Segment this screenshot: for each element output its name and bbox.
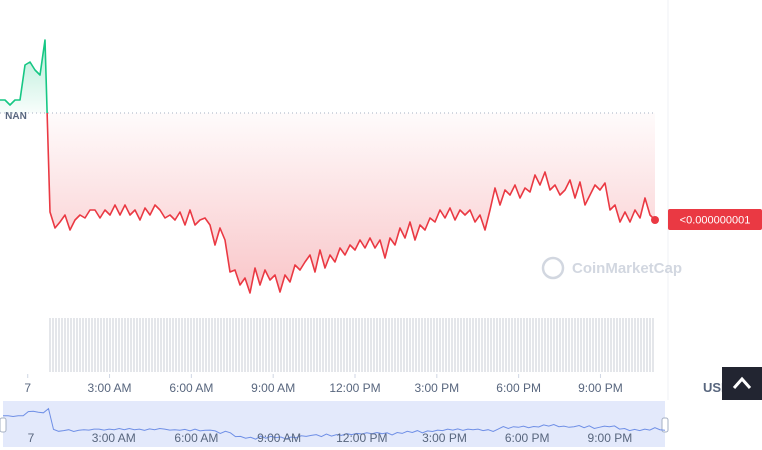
- x-tick-label: 6:00 PM: [496, 381, 541, 395]
- navigator-tick-label: 3:00 PM: [422, 431, 467, 445]
- x-tick-label: 3:00 AM: [88, 381, 132, 395]
- baseline-label: NAN: [5, 111, 27, 122]
- price-line: [0, 39, 656, 294]
- navigator-handle[interactable]: [661, 417, 669, 433]
- x-tick-label: 12:00 PM: [329, 381, 380, 395]
- watermark: CoinMarketCap: [541, 256, 682, 280]
- x-tick-label: 3:00 PM: [414, 381, 459, 395]
- navigator-tick-label: 9:00 AM: [257, 431, 301, 445]
- area-fill: [0, 40, 655, 293]
- price-badge: [668, 209, 762, 230]
- price-label: <0.000000001: [680, 215, 751, 227]
- scroll-top-icon: [732, 376, 752, 389]
- watermark-text: CoinMarketCap: [572, 260, 682, 277]
- navigator: [3, 401, 665, 447]
- navigator-tick-label: 3:00 AM: [92, 431, 136, 445]
- x-tick-label: 9:00 PM: [578, 381, 623, 395]
- navigator-line: [3, 407, 666, 440]
- scroll-top-button[interactable]: [722, 367, 762, 400]
- navigator-tick-label: 9:00 PM: [588, 431, 633, 445]
- watermark-logo: [541, 256, 565, 280]
- navigator-tick-label: 6:00 PM: [505, 431, 550, 445]
- last-point: [651, 216, 659, 224]
- x-tick-label: 9:00 AM: [251, 381, 295, 395]
- navigator-tick-label: 7: [28, 431, 35, 445]
- navigator-tick-label: 12:00 PM: [336, 431, 387, 445]
- x-tick-label: 7: [24, 381, 31, 395]
- navigator-tick-label: 6:00 AM: [174, 431, 218, 445]
- navigator-handle[interactable]: [0, 417, 7, 433]
- x-tick-label: 6:00 AM: [169, 381, 213, 395]
- volume-bars: [49, 318, 654, 372]
